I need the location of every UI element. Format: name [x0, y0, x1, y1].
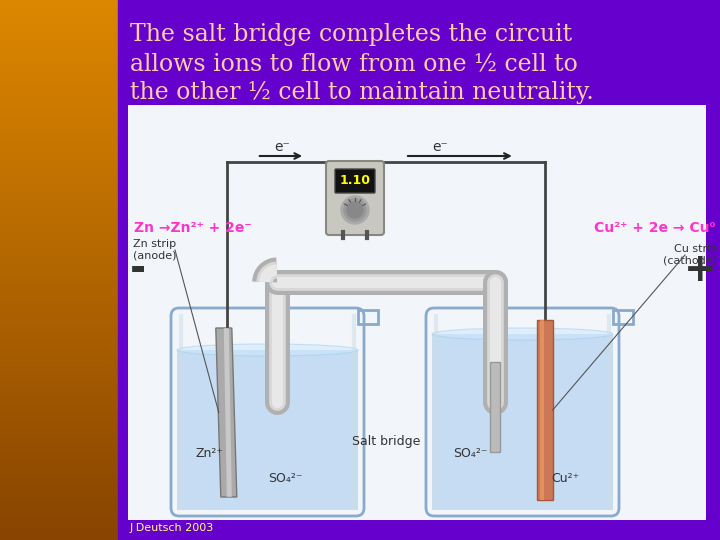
- Text: Cu strip
(cathode): Cu strip (cathode): [663, 244, 717, 266]
- Text: +: +: [684, 251, 716, 289]
- Text: Zn strip
(anode): Zn strip (anode): [133, 239, 176, 261]
- Circle shape: [341, 196, 369, 224]
- Circle shape: [344, 199, 366, 221]
- FancyBboxPatch shape: [326, 161, 384, 235]
- Text: Zn²⁺: Zn²⁺: [196, 447, 224, 460]
- Text: allows ions to flow from one ½ cell to: allows ions to flow from one ½ cell to: [130, 52, 577, 76]
- Text: Salt bridge: Salt bridge: [351, 435, 420, 449]
- Bar: [490, 362, 500, 452]
- Bar: [536, 320, 553, 500]
- Text: Cu²⁺: Cu²⁺: [551, 472, 579, 485]
- Text: e⁻: e⁻: [274, 140, 289, 154]
- Text: The salt bridge completes the circuit: The salt bridge completes the circuit: [130, 24, 572, 46]
- Ellipse shape: [432, 328, 613, 340]
- Text: e⁻: e⁻: [432, 140, 448, 154]
- Text: SO₄²⁻: SO₄²⁻: [268, 472, 302, 485]
- Text: 1.10: 1.10: [340, 174, 371, 187]
- FancyBboxPatch shape: [335, 169, 375, 193]
- Bar: [432, 334, 613, 510]
- Bar: [540, 320, 544, 500]
- Bar: [177, 350, 358, 510]
- Circle shape: [347, 202, 363, 218]
- Polygon shape: [224, 328, 232, 497]
- Text: J Deutsch 2003: J Deutsch 2003: [130, 523, 215, 533]
- Polygon shape: [216, 328, 237, 497]
- Text: SO₄²⁻: SO₄²⁻: [453, 447, 487, 460]
- Ellipse shape: [177, 344, 358, 356]
- Text: Cu²⁺ + 2e → Cu⁰: Cu²⁺ + 2e → Cu⁰: [593, 221, 715, 235]
- Text: -: -: [130, 251, 146, 289]
- Text: Zn →Zn²⁺ + 2e⁻: Zn →Zn²⁺ + 2e⁻: [134, 221, 252, 235]
- Bar: [128, 105, 706, 520]
- Text: the other ½ cell to maintain neutrality.: the other ½ cell to maintain neutrality.: [130, 82, 594, 105]
- Bar: [118, 0, 720, 540]
